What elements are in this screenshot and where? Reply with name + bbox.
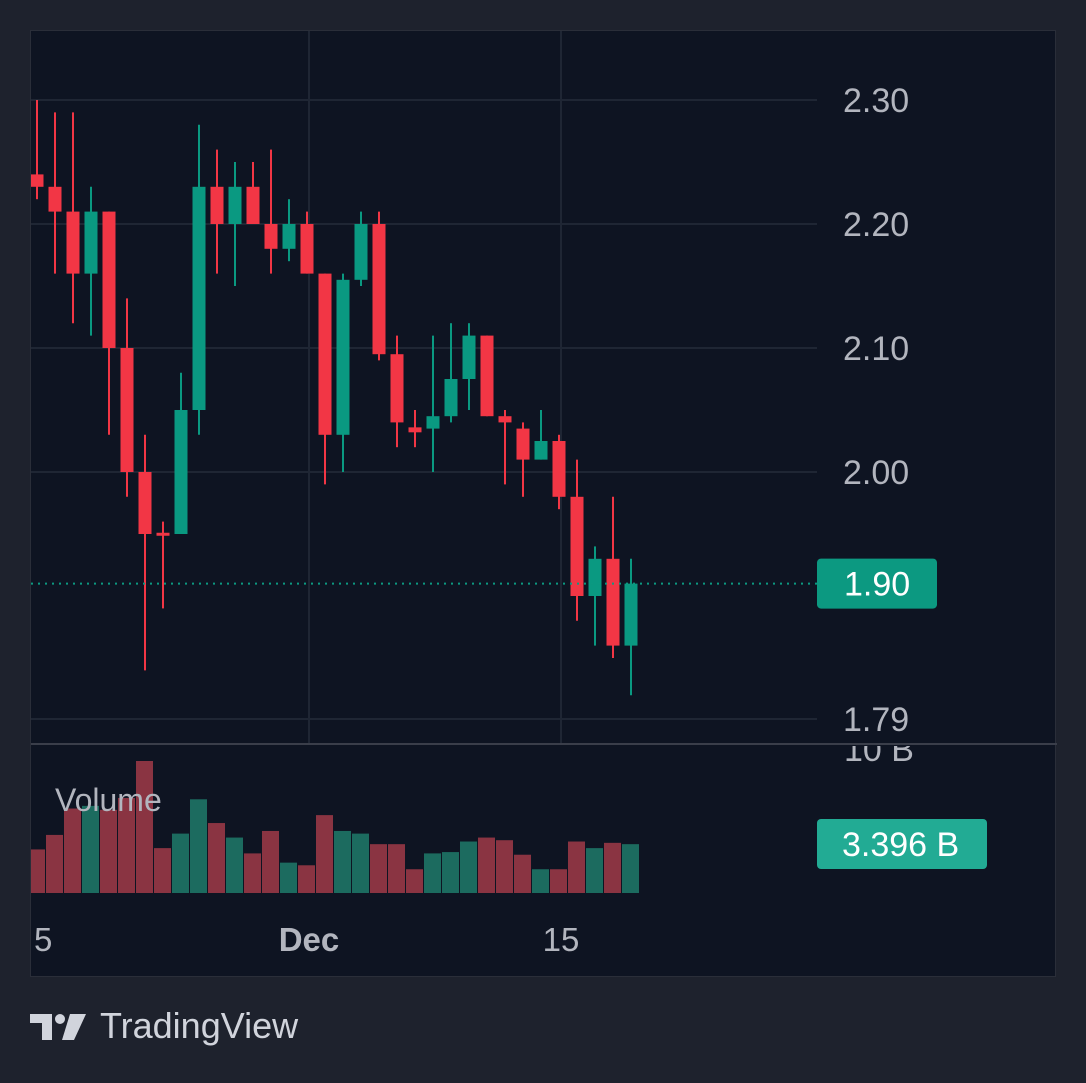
volume-bar: [226, 837, 243, 893]
candle-body: [31, 174, 44, 187]
volume-bar: [100, 809, 117, 893]
price-tick-label: 2.10: [843, 330, 909, 368]
last-price-tag: [817, 558, 937, 609]
volume-last-tag: [817, 819, 987, 869]
candle-body: [606, 558, 620, 646]
volume-bar: [190, 799, 207, 893]
volume-bar: [82, 805, 99, 893]
time-tick-label: 5: [34, 921, 52, 958]
tradingview-logo-icon[interactable]: [30, 1010, 88, 1042]
volume-bar: [244, 853, 261, 893]
candle-body: [210, 186, 224, 224]
volume-bar: [118, 797, 135, 893]
candle-body: [138, 472, 152, 534]
volume-bar: [604, 842, 621, 893]
candle-body: [498, 416, 512, 423]
volume-bar: [478, 837, 495, 893]
candle-body: [336, 279, 350, 435]
last-price-label: 1.90: [844, 566, 910, 604]
volume-bar: [172, 833, 189, 893]
candle-body: [534, 441, 548, 460]
candle-body: [264, 224, 278, 249]
volume-top-label: 10 B: [844, 731, 914, 769]
candle-body: [570, 496, 584, 596]
candle-body: [354, 224, 368, 280]
grid-lines: [31, 31, 1057, 745]
candle-body: [588, 558, 602, 596]
volume-bar: [568, 841, 585, 893]
volume-title: Volume: [55, 782, 162, 818]
candle-body: [480, 335, 494, 417]
price-tick-label: 2.00: [843, 454, 909, 492]
candle-body: [462, 335, 476, 379]
volume-bar: [370, 844, 387, 893]
volume-bar: [532, 869, 549, 893]
candle-body: [516, 428, 530, 460]
candle-body: [84, 211, 98, 274]
candle-body: [444, 379, 458, 417]
volume-bar: [388, 844, 405, 893]
candle-body: [174, 410, 188, 534]
axis-labels: 2.30 2.20 2.10 2.00 1.79 1.90 10 B 3.396 B 5 Dec 1…: [34, 82, 987, 958]
volume-bar: [154, 848, 171, 893]
price-tick-label: 2.30: [843, 82, 909, 120]
candlestick-chart[interactable]: Volume 2.30 2.20 2.10 2.00 1.79 1.90 10 B 3.396…: [31, 31, 1057, 978]
candle-body: [48, 186, 62, 212]
candle-body: [156, 532, 170, 536]
volume-bar: [496, 840, 513, 893]
volume-bar: [550, 869, 567, 893]
candles: [31, 100, 638, 696]
candle-body: [624, 583, 638, 646]
volume-bar: [514, 854, 531, 893]
candle-body: [66, 211, 80, 274]
volume-bar: [316, 815, 333, 893]
time-tick-label: Dec: [279, 921, 340, 958]
chart-panel[interactable]: Volume 2.30 2.20 2.10 2.00 1.79 1.90 10 B 3.396…: [30, 30, 1057, 978]
time-tick-label: 15: [543, 921, 580, 958]
candle-body: [318, 273, 332, 435]
candle-body: [552, 441, 566, 497]
volume-bar: [136, 761, 153, 893]
footer: TradingView: [30, 1005, 298, 1047]
volume-bar: [406, 869, 423, 893]
price-tick-label: 2.20: [843, 206, 909, 244]
tradingview-brand-label[interactable]: TradingView: [100, 1005, 299, 1046]
candle-body: [300, 224, 314, 274]
volume-bar: [424, 853, 441, 893]
volume-bar: [262, 830, 279, 893]
volume-bar: [460, 841, 477, 893]
candle-body: [426, 416, 440, 429]
volume-bar: [442, 852, 459, 893]
candle-body: [408, 427, 422, 433]
volume-bar: [586, 848, 603, 893]
volume-bar: [208, 823, 225, 893]
volume-bar: [298, 865, 315, 893]
volume-bar: [622, 844, 639, 893]
price-tick-label: 1.79: [843, 701, 909, 739]
volume-bar: [334, 830, 351, 893]
candle-body: [246, 186, 260, 224]
candle-body: [228, 186, 242, 224]
candle-body: [192, 186, 206, 410]
candle-body: [372, 224, 386, 355]
candle-body: [102, 211, 116, 348]
candle-body: [390, 354, 404, 423]
volume-bar: [31, 849, 45, 893]
volume-bar: [352, 833, 369, 893]
volume-bar: [280, 862, 297, 893]
volume-bar: [64, 808, 81, 893]
candle-body: [120, 348, 134, 472]
volume-last-label: 3.396 B: [842, 826, 959, 864]
volume-bars: [31, 761, 639, 893]
candle-body: [282, 224, 296, 249]
volume-bar: [46, 834, 63, 893]
